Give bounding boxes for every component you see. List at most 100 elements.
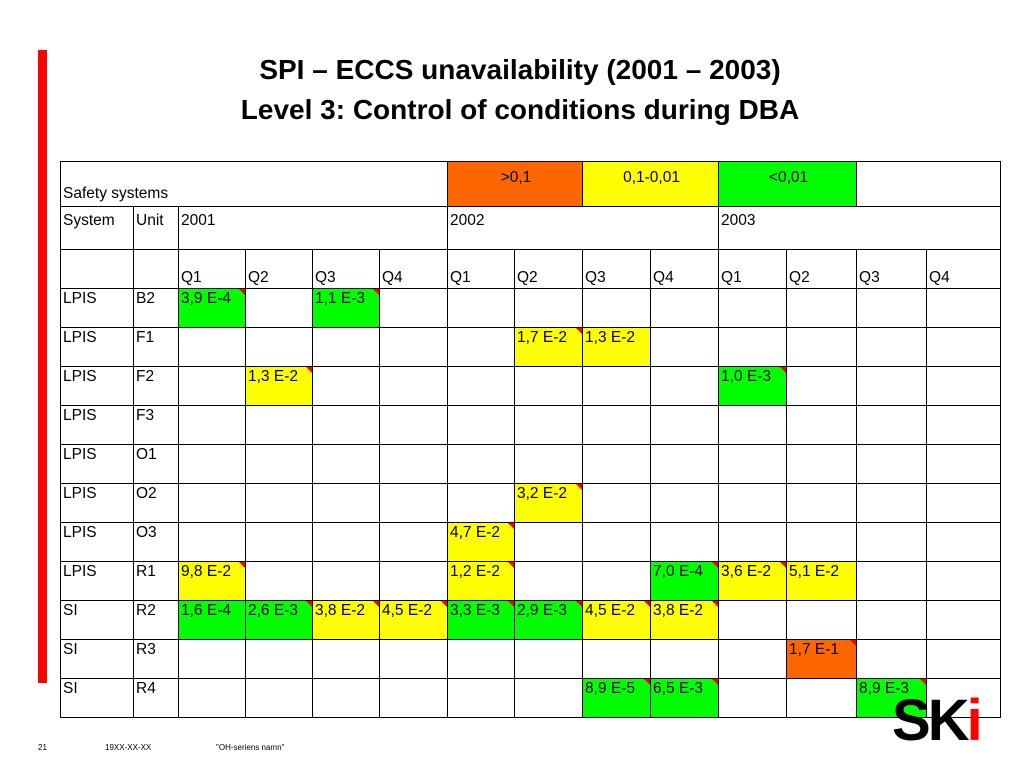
system-cell: LPIS bbox=[60, 327, 134, 367]
table-row: LPIS O1 bbox=[60, 444, 1002, 484]
comment-marker-icon bbox=[306, 367, 312, 373]
value-cell bbox=[582, 444, 652, 484]
unit-cell: R4 bbox=[133, 678, 179, 718]
value-text: 3,6 E-2 bbox=[721, 563, 772, 580]
value-cell bbox=[718, 639, 788, 679]
value-cell: 2,9 E-3 bbox=[513, 600, 584, 640]
value-cell bbox=[926, 288, 1002, 328]
value-cell bbox=[856, 366, 928, 406]
value-cell bbox=[447, 483, 515, 523]
value-cell bbox=[926, 483, 1002, 523]
table-row: LPIS F3 bbox=[60, 405, 1002, 445]
quarter-header: Q4 bbox=[650, 249, 720, 289]
value-cell: 4,5 E-2 bbox=[582, 600, 652, 640]
value-cell bbox=[650, 483, 720, 523]
unit-cell: F2 bbox=[133, 366, 179, 406]
comment-marker-icon bbox=[644, 679, 650, 685]
value-cell bbox=[245, 678, 313, 718]
value-cell bbox=[786, 405, 858, 445]
value-cell: 1,7 E-2 bbox=[513, 327, 584, 367]
system-cell: LPIS bbox=[60, 405, 134, 445]
value-cell bbox=[245, 327, 313, 367]
system-cell: SI bbox=[60, 639, 134, 679]
value-cell bbox=[245, 483, 313, 523]
legend-low: <0,01 bbox=[718, 161, 858, 207]
value-cell: 8,9 E-5 bbox=[582, 678, 652, 718]
unit-column-header: Unit bbox=[133, 206, 179, 250]
value-text: 1,3 E-2 bbox=[585, 329, 635, 346]
value-text: 1,2 E-2 bbox=[450, 563, 500, 580]
value-cell: 3,8 E-2 bbox=[312, 600, 380, 640]
value-cell bbox=[856, 483, 928, 523]
comment-marker-icon bbox=[239, 289, 245, 295]
quarter-row-blank bbox=[133, 249, 179, 289]
table-row: LPIS F2 1,3 E-2 1,0 E-3 bbox=[60, 366, 1002, 406]
value-cell bbox=[379, 639, 448, 679]
value-cell bbox=[379, 678, 448, 718]
value-cell bbox=[447, 288, 515, 328]
value-cell bbox=[786, 483, 858, 523]
value-cell bbox=[178, 444, 246, 484]
value-text: 7,0 E-4 bbox=[653, 563, 703, 580]
comment-marker-icon bbox=[712, 601, 718, 607]
value-cell bbox=[582, 561, 652, 601]
comment-marker-icon bbox=[920, 679, 926, 685]
value-text: 1,7 E-1 bbox=[789, 641, 840, 658]
system-cell: LPIS bbox=[60, 483, 134, 523]
value-cell bbox=[650, 288, 720, 328]
comment-marker-icon bbox=[576, 328, 582, 334]
quarter-header: Q4 bbox=[926, 249, 1002, 289]
value-cell bbox=[447, 444, 515, 484]
value-text: 2,9 E-3 bbox=[517, 602, 567, 619]
value-cell bbox=[786, 600, 858, 640]
value-text: 8,9 E-5 bbox=[585, 680, 635, 697]
value-text: 5,1 E-2 bbox=[789, 563, 840, 580]
system-cell: LPIS bbox=[60, 444, 134, 484]
value-cell: 6,5 E-3 bbox=[650, 678, 720, 718]
value-cell bbox=[856, 561, 928, 601]
title-line-1: SPI – ECCS unavailability (2001 – 2003) bbox=[259, 54, 781, 85]
value-cell bbox=[856, 522, 928, 562]
unit-cell: F3 bbox=[133, 405, 179, 445]
comment-marker-icon bbox=[780, 562, 786, 568]
value-cell bbox=[650, 444, 720, 484]
value-text: 3,2 E-2 bbox=[517, 485, 567, 502]
unit-cell: R2 bbox=[133, 600, 179, 640]
accent-bar bbox=[38, 50, 47, 683]
comment-marker-icon bbox=[712, 679, 718, 685]
value-cell bbox=[650, 639, 720, 679]
unit-cell: F1 bbox=[133, 327, 179, 367]
comment-marker-icon bbox=[508, 523, 514, 529]
value-cell bbox=[447, 405, 515, 445]
value-text: 2,6 E-3 bbox=[248, 602, 298, 619]
spi-table: Safety systems >0,1 0,1-0,01 <0,01 Syste… bbox=[60, 161, 1002, 718]
value-cell: 4,7 E-2 bbox=[447, 522, 515, 562]
value-text: 8,9 E-3 bbox=[859, 680, 910, 697]
value-cell: 4,5 E-2 bbox=[379, 600, 448, 640]
system-cell: LPIS bbox=[60, 288, 134, 328]
quarter-header: Q1 bbox=[718, 249, 788, 289]
safety-systems-label: Safety systems bbox=[60, 161, 448, 207]
value-cell bbox=[379, 444, 448, 484]
value-cell bbox=[447, 639, 515, 679]
value-cell bbox=[513, 288, 584, 328]
value-text: 3,3 E-3 bbox=[450, 602, 500, 619]
value-cell: 1,0 E-3 bbox=[718, 366, 788, 406]
table-row: SI R3 1,7 E-1 bbox=[60, 639, 1002, 679]
value-cell bbox=[926, 366, 1002, 406]
value-cell: 2,6 E-3 bbox=[245, 600, 313, 640]
value-cell bbox=[312, 522, 380, 562]
value-cell bbox=[513, 405, 584, 445]
value-cell bbox=[513, 366, 584, 406]
value-cell: 1,3 E-2 bbox=[582, 327, 652, 367]
system-cell: SI bbox=[60, 600, 134, 640]
value-cell bbox=[856, 444, 928, 484]
value-cell: 3,3 E-3 bbox=[447, 600, 515, 640]
value-cell bbox=[178, 327, 246, 367]
value-cell: 1,6 E-4 bbox=[178, 600, 246, 640]
value-cell bbox=[926, 327, 1002, 367]
value-cell bbox=[926, 639, 1002, 679]
value-cell bbox=[650, 405, 720, 445]
value-cell bbox=[582, 366, 652, 406]
quarter-header: Q2 bbox=[786, 249, 858, 289]
